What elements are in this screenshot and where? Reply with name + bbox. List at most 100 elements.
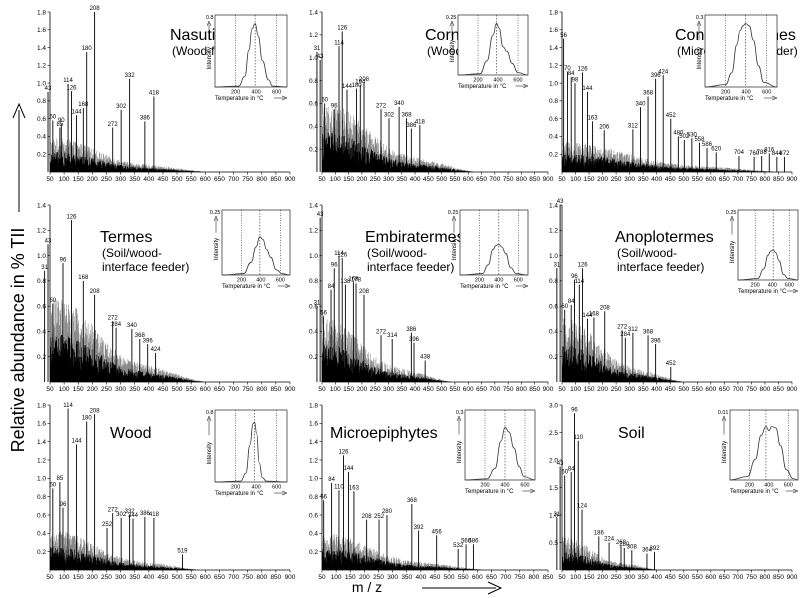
panel-title: Microepiphytes	[330, 425, 438, 442]
peak-label-332: 332	[125, 509, 136, 515]
y-tick-label: 0.6	[309, 303, 318, 310]
y-tick-label: 0.4	[37, 134, 46, 141]
x-tick-label: 450	[158, 176, 169, 183]
peak-label-332: 332	[125, 73, 136, 79]
inset-thermogram: 0.01 200 400 600 Temperature in °C Intensity	[718, 409, 799, 495]
y-tick-label: 1.4	[37, 439, 46, 446]
y-tick-label: 0.8	[549, 278, 558, 285]
inset-frame	[214, 14, 288, 88]
y-tick-label: 1.2	[37, 228, 46, 235]
x-tick-label: 100	[59, 176, 70, 183]
x-tick-label: 400	[651, 176, 662, 183]
x-tick-label: 500	[172, 176, 183, 183]
spectrum-panel-constrictotermes: 50 100 150 200 250 300 350 400 450 500 550 600 650 70…	[549, 9, 798, 183]
x-tick-label: 50	[46, 574, 54, 581]
spectrum-panel-nasutitermes: 50 100 150 200 250 300 350 400 450 500 550 600 650 70…	[37, 6, 296, 183]
y-tick-label: 1.8	[309, 402, 318, 409]
y-tick-label: 1.2	[309, 228, 318, 235]
inset-x-tick-label: 400	[500, 483, 509, 489]
peak-label-31: 31	[41, 265, 48, 271]
inset-x-tick-label: 600	[514, 278, 523, 284]
inset-curve	[704, 23, 778, 88]
x-tick-label: 350	[396, 386, 407, 393]
peak-label-168: 168	[78, 102, 89, 108]
y-tick-label: 1.4	[549, 45, 558, 52]
x-tick-label: 850	[773, 574, 784, 581]
inset-x-arrow-head	[771, 95, 778, 101]
spectrum-panel-microepiphytes: 50 100 150 200 250 300 350 400 450 500 550 600 650 70…	[309, 402, 554, 581]
x-tick-label: 50	[558, 574, 566, 581]
inset-x-label: Temperature in °C	[215, 491, 264, 497]
x-tick-label: 550	[186, 176, 197, 183]
peak-label-56: 56	[560, 33, 567, 39]
peak-label-252: 252	[102, 522, 113, 528]
inset-x-arrow-head	[284, 283, 291, 289]
x-tick-label: 400	[410, 176, 421, 183]
inset-x-tick-label: 600	[785, 283, 794, 289]
peak-label-56: 56	[320, 310, 327, 316]
x-tick-label: 800	[516, 386, 527, 393]
x-tick-label: 650	[476, 176, 487, 183]
peak-label-31: 31	[554, 512, 561, 518]
inset-thermogram: 0.3 200 400 600 Temperature in °C Intensity	[456, 409, 536, 495]
x-tick-label: 750	[503, 386, 514, 393]
inset-x-label: Temperature in °C	[730, 489, 779, 495]
peak-label-280: 280	[619, 542, 630, 548]
y-tick-label: 0.6	[37, 116, 46, 123]
x-tick-label: 800	[256, 386, 267, 393]
spectrum-envelope-black	[561, 154, 783, 172]
peak-label-302: 302	[116, 104, 127, 110]
peak-label-386: 386	[406, 327, 417, 333]
inset-x-tick-label: 400	[742, 90, 751, 96]
inset-x-arrow-head	[529, 488, 536, 494]
inset-y-tick-label: 0.25	[448, 210, 459, 216]
inset-y-arrow-head	[696, 20, 702, 27]
x-tick-label: 900	[543, 176, 554, 183]
y-tick-label: 0.6	[309, 512, 318, 519]
inset-thermogram: 0.25 200 400 600 Temperature in °C Intensity	[448, 209, 529, 290]
x-tick-label: 750	[242, 574, 253, 581]
x-tick-label: 850	[270, 386, 281, 393]
peak-label-96: 96	[60, 257, 67, 263]
y-tick-label: 1.8	[37, 9, 46, 16]
peak-label-110: 110	[334, 484, 344, 490]
x-tick-label: 350	[396, 176, 407, 183]
x-tick-label: 900	[285, 386, 296, 393]
peak-label-816: 816	[764, 148, 775, 154]
peak-label-163: 163	[588, 116, 599, 122]
peak-label-386: 386	[406, 123, 417, 129]
y-tick-label: 0.6	[309, 101, 318, 108]
x-tick-label: 500	[678, 386, 689, 393]
inset-x-tick-label: 600	[513, 78, 522, 84]
peak-label-284: 284	[111, 322, 122, 328]
x-tick-label: 350	[638, 176, 649, 183]
inset-x-tick-label: 200	[237, 278, 246, 284]
panel-title: Termes	[100, 229, 152, 246]
y-tick-label: 1.4	[309, 9, 318, 16]
y-tick-label: 1.2	[309, 32, 318, 39]
peak-label-532: 532	[453, 543, 464, 549]
inset-x-tick-label: 600	[520, 483, 529, 489]
y-tick-label: 1.4	[549, 202, 558, 209]
peak-label-96: 96	[571, 407, 578, 413]
y-tick-label: 0.4	[37, 329, 46, 336]
x-tick-label: 500	[678, 574, 689, 581]
peak-label-280: 280	[382, 509, 393, 515]
peak-label-844: 844	[772, 151, 783, 157]
panel-subtitle: (Soil/wood-	[367, 246, 427, 260]
peak-label-368: 368	[643, 91, 654, 97]
peak-label-392: 392	[414, 525, 425, 531]
inset-x-tick-label: 200	[751, 283, 760, 289]
peak-label-284: 284	[620, 332, 631, 338]
x-tick-label: 600	[705, 574, 716, 581]
peak-label-480: 480	[673, 131, 684, 137]
peak-label-208: 208	[600, 305, 611, 311]
x-tick-label: 300	[624, 386, 635, 393]
x-tick-label: 550	[186, 386, 197, 393]
x-tick-label: 150	[343, 386, 354, 393]
x-tick-label: 200	[87, 574, 98, 581]
x-tick-label: 200	[359, 574, 370, 581]
y-tick-label: 1.6	[37, 421, 46, 428]
inset-curve	[459, 243, 529, 276]
peak-label-43: 43	[317, 212, 324, 218]
